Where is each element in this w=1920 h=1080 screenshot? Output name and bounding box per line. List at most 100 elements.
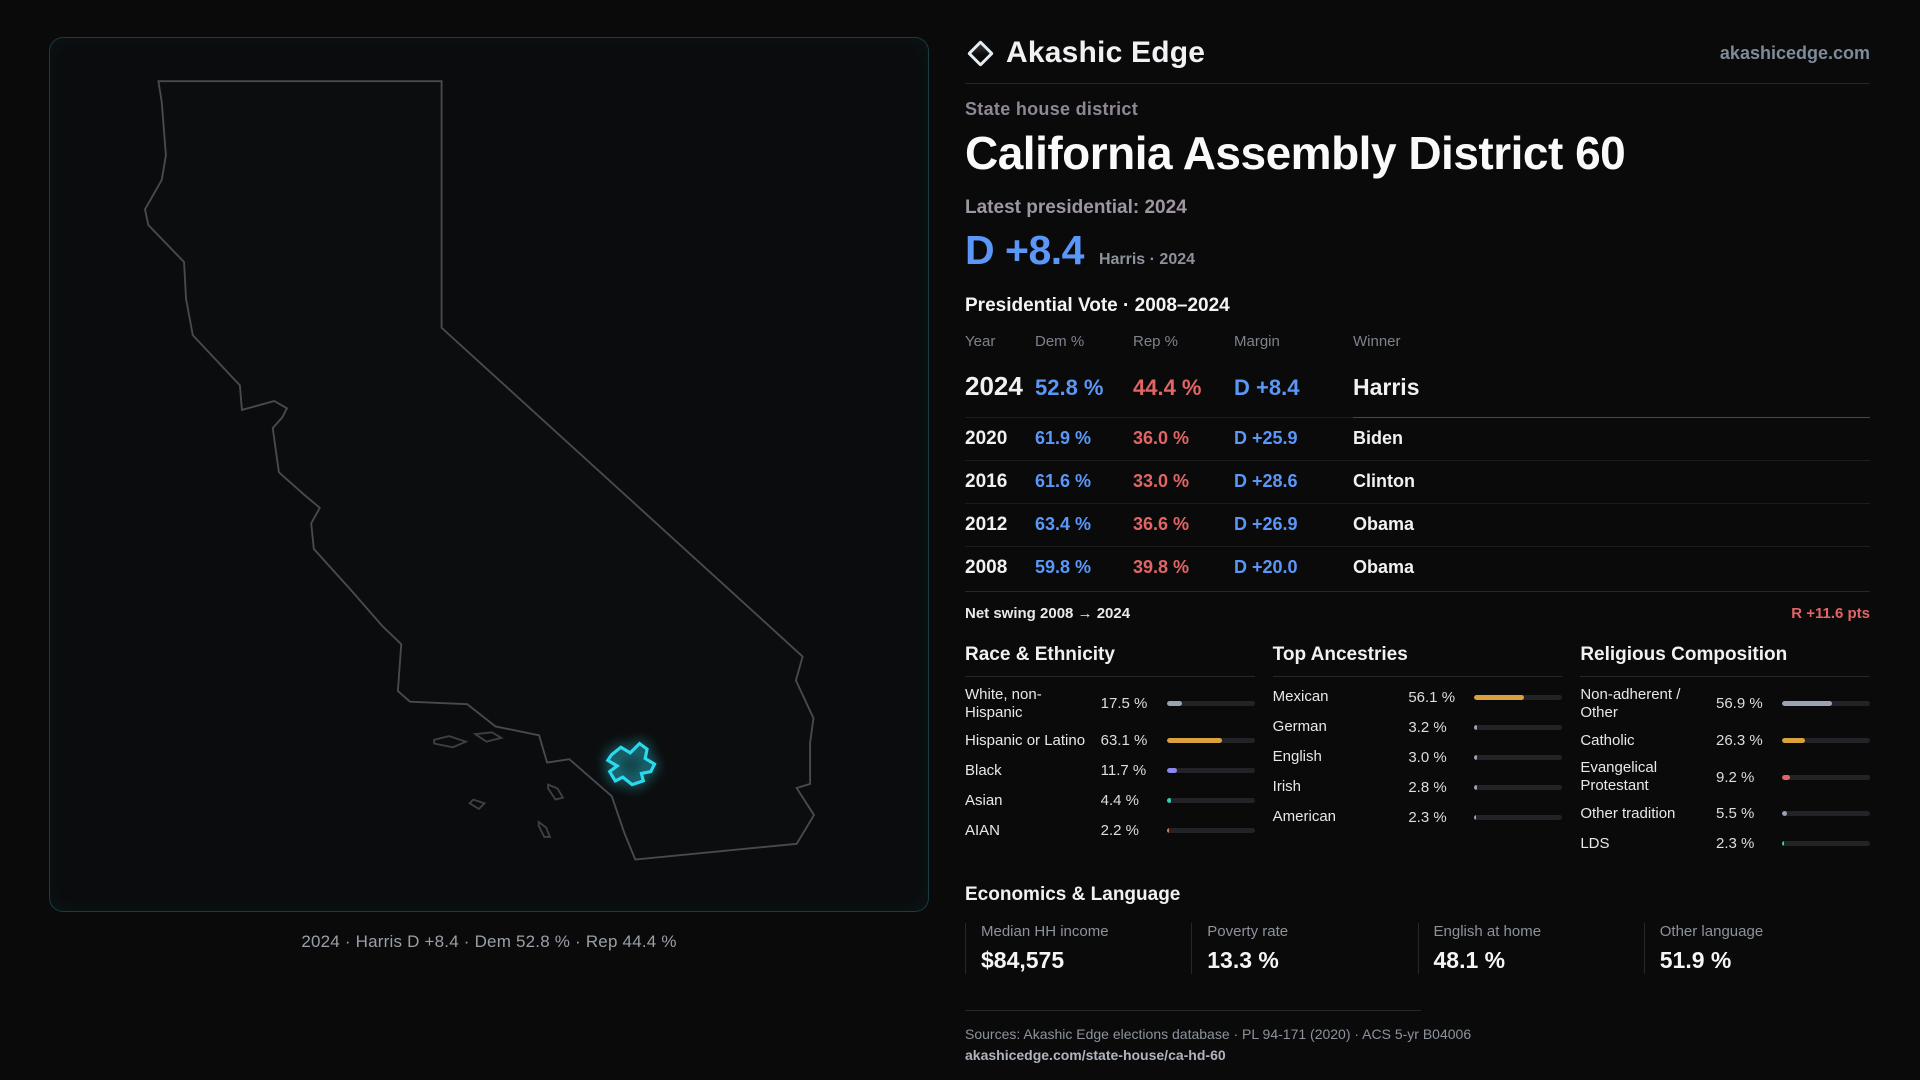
- dem-cell: 61.6 %: [1035, 471, 1092, 491]
- col-margin: Margin: [1234, 333, 1280, 350]
- winner-cell: Clinton: [1353, 471, 1415, 491]
- demo-label: White, non-Hispanic: [965, 686, 1042, 721]
- stat-poverty-rate: Poverty rate 13.3 %: [1191, 922, 1417, 974]
- demo-bar: [1474, 754, 1563, 760]
- demo-value: 3.0 %: [1408, 748, 1447, 766]
- california-outline: [143, 80, 815, 861]
- footer: Sources: Akashic Edge elections database…: [965, 1009, 1870, 1063]
- year-cell: 2020: [965, 428, 1008, 449]
- col-rep: Rep %: [1133, 333, 1179, 350]
- footer-divider: [965, 1009, 1421, 1011]
- map-caption: 2024 · Harris D +8.4 · Dem 52.8 % · Rep …: [301, 932, 677, 951]
- state-map-panel: [49, 37, 929, 912]
- brand-site-link[interactable]: akashicedge.com: [1719, 42, 1870, 63]
- rep-cell: 44.4 %: [1133, 375, 1202, 400]
- demo-label: Asian: [965, 791, 1003, 809]
- demo-value: 9.2 %: [1715, 768, 1755, 786]
- demo-label: Irish: [1272, 778, 1301, 796]
- year-cell: 2008: [965, 557, 1008, 578]
- demo-row: Other tradition 5.5 %: [1580, 799, 1870, 829]
- winner-cell: Biden: [1353, 428, 1404, 448]
- margin-cell: D +26.9: [1234, 514, 1298, 534]
- margin-cell: D +28.6: [1234, 471, 1298, 491]
- demo-value: 56.9 %: [1715, 695, 1763, 713]
- year-cell: 2016: [965, 471, 1008, 492]
- permalink[interactable]: akashicedge.com/state-house/ca-hd-60: [965, 1046, 1226, 1063]
- demo-bar: [1781, 737, 1870, 743]
- economics-title: Economics & Language: [965, 883, 1181, 905]
- demo-value: 5.5 %: [1715, 805, 1755, 823]
- demo-group-title: Religious Composition: [1580, 644, 1870, 677]
- race-ethnicity-column: Race & Ethnicity White, non-Hispanic 17.…: [965, 644, 1255, 859]
- demo-value: 63.1 %: [1100, 731, 1148, 749]
- economics-stats: Median HH income $84,575 Poverty rate 13…: [965, 922, 1870, 974]
- demo-label: Other tradition: [1580, 804, 1676, 822]
- demo-bar: [1166, 737, 1255, 743]
- demo-value: 2.3 %: [1408, 808, 1447, 826]
- demographics-section: Race & Ethnicity White, non-Hispanic 17.…: [965, 644, 1870, 859]
- demo-row: Non-adherent / Other 56.9 %: [1580, 682, 1870, 725]
- dem-cell: 59.8 %: [1035, 557, 1092, 577]
- winner-cell: Obama: [1353, 514, 1415, 534]
- stat-value: $84,575: [981, 946, 1065, 973]
- net-swing-value: R +11.6 pts: [1791, 605, 1870, 622]
- rep-cell: 33.0 %: [1133, 471, 1190, 491]
- rep-cell: 39.8 %: [1133, 557, 1190, 577]
- stat-median-income: Median HH income $84,575: [965, 922, 1191, 974]
- demo-label: AIAN: [965, 821, 1001, 839]
- stat-value: 48.1 %: [1433, 946, 1506, 973]
- demo-row: American 2.3 %: [1273, 802, 1563, 832]
- brand-name: Akashic Edge: [1006, 36, 1206, 69]
- year-cell: 2012: [965, 514, 1008, 535]
- margin-cell: D +8.4: [1234, 375, 1300, 400]
- demo-label: Non-adherent / Other: [1580, 686, 1681, 721]
- demo-value: 2.8 %: [1408, 778, 1447, 796]
- brand-header: Akashic Edge akashicedge.com: [965, 36, 1870, 70]
- demo-label: English: [1272, 748, 1322, 766]
- ancestries-column: Top Ancestries Mexican 56.1 % German 3.2…: [1272, 644, 1563, 859]
- stat-value: 13.3 %: [1207, 946, 1279, 973]
- headline-margin-note: Harris · 2024: [1098, 251, 1196, 268]
- vote-table-header: Year Dem % Rep % Margin Winner: [965, 333, 1870, 358]
- demo-label: American: [1272, 808, 1337, 826]
- vote-table-title: Presidential Vote · 2008–2024: [965, 295, 1230, 316]
- demo-bar: [1781, 774, 1870, 780]
- demo-row: Asian 4.4 %: [965, 785, 1255, 815]
- demo-group-title: Race & Ethnicity: [965, 644, 1255, 677]
- col-winner: Winner: [1353, 333, 1401, 350]
- demo-value: 17.5 %: [1100, 695, 1148, 713]
- demo-row: Catholic 26.3 %: [1580, 725, 1870, 755]
- headline-margin-value: D +8.4: [965, 227, 1084, 273]
- demo-row: LDS 2.3 %: [1580, 829, 1870, 859]
- demo-label: Mexican: [1272, 688, 1329, 706]
- map-section: 2024 · Harris D +8.4 · Dem 52.8 % · Rep …: [49, 37, 929, 1080]
- header-divider: [965, 83, 1870, 84]
- demo-bar: [1781, 841, 1870, 847]
- stat-other-language: Other language 51.9 %: [1643, 922, 1870, 974]
- district-highlight[interactable]: [605, 741, 657, 787]
- stat-label: English at home: [1433, 922, 1542, 940]
- headline-margin-block: D +8.4 Harris · 2024: [965, 227, 1870, 274]
- diamond-logo-icon: [967, 39, 994, 67]
- stat-label: Other language: [1659, 922, 1764, 940]
- demo-label: LDS: [1580, 834, 1610, 852]
- demo-value: 11.7 %: [1100, 761, 1147, 779]
- district-type-label: State house district: [965, 99, 1139, 119]
- demo-label: Hispanic or Latino: [965, 731, 1086, 749]
- dem-cell: 63.4 %: [1035, 514, 1092, 534]
- vote-row-2016: 2016 61.6 % 33.0 % D +28.6 Clinton: [965, 461, 1870, 504]
- demo-bar: [1781, 701, 1870, 707]
- col-year: Year: [965, 333, 996, 350]
- demo-value: 26.3 %: [1715, 731, 1763, 749]
- religion-column: Religious Composition Non-adherent / Oth…: [1580, 644, 1870, 859]
- demo-label: Evangelical Protestant: [1580, 759, 1658, 795]
- demo-value: 3.2 %: [1408, 718, 1447, 736]
- col-dem: Dem %: [1035, 333, 1085, 350]
- winner-cell: Obama: [1353, 557, 1415, 577]
- net-swing-row: Net swing 2008 → 2024 R +11.6 pts: [965, 591, 1870, 622]
- winner-cell: Harris: [1353, 374, 1420, 400]
- vote-row-2020: 2020 61.9 % 36.0 % D +25.9 Biden: [965, 418, 1870, 461]
- demo-row: White, non-Hispanic 17.5 %: [965, 682, 1255, 725]
- demo-bar: [1474, 784, 1563, 790]
- rep-cell: 36.0 %: [1133, 428, 1190, 448]
